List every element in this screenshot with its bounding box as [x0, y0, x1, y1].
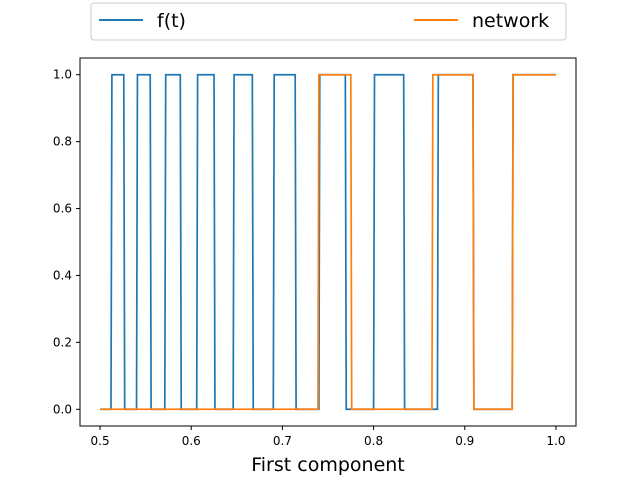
series-line-network	[100, 73, 556, 411]
x-tick-label: 0.6	[182, 434, 201, 448]
legend-label-f-t: f(t)	[157, 10, 186, 32]
series-layer	[100, 73, 556, 411]
x-axis-ticks: 0.5 0.6 0.7 0.8 0.9 1.0	[91, 426, 565, 448]
x-tick-label: 1.0	[546, 434, 565, 448]
y-tick-label: 0.4	[53, 268, 72, 282]
y-tick-label: 0.2	[53, 335, 72, 349]
y-tick-label: 0.0	[53, 402, 72, 416]
legend-label-network: network	[472, 10, 549, 32]
y-tick-label: 0.6	[53, 202, 72, 216]
legend-box	[90, 2, 567, 41]
x-tick-label: 0.5	[91, 434, 110, 448]
y-tick-label: 1.0	[53, 68, 72, 82]
x-axis-label: First component	[251, 454, 405, 476]
plot-frame	[79, 57, 577, 427]
x-tick-label: 0.9	[455, 434, 474, 448]
x-tick-label: 0.7	[273, 434, 292, 448]
y-axis-ticks: 0.0 0.2 0.4 0.6 0.8 1.0	[53, 68, 80, 416]
legend: f(t) network	[90, 2, 567, 41]
x-tick-label: 0.8	[364, 434, 383, 448]
y-tick-label: 0.8	[53, 135, 72, 149]
